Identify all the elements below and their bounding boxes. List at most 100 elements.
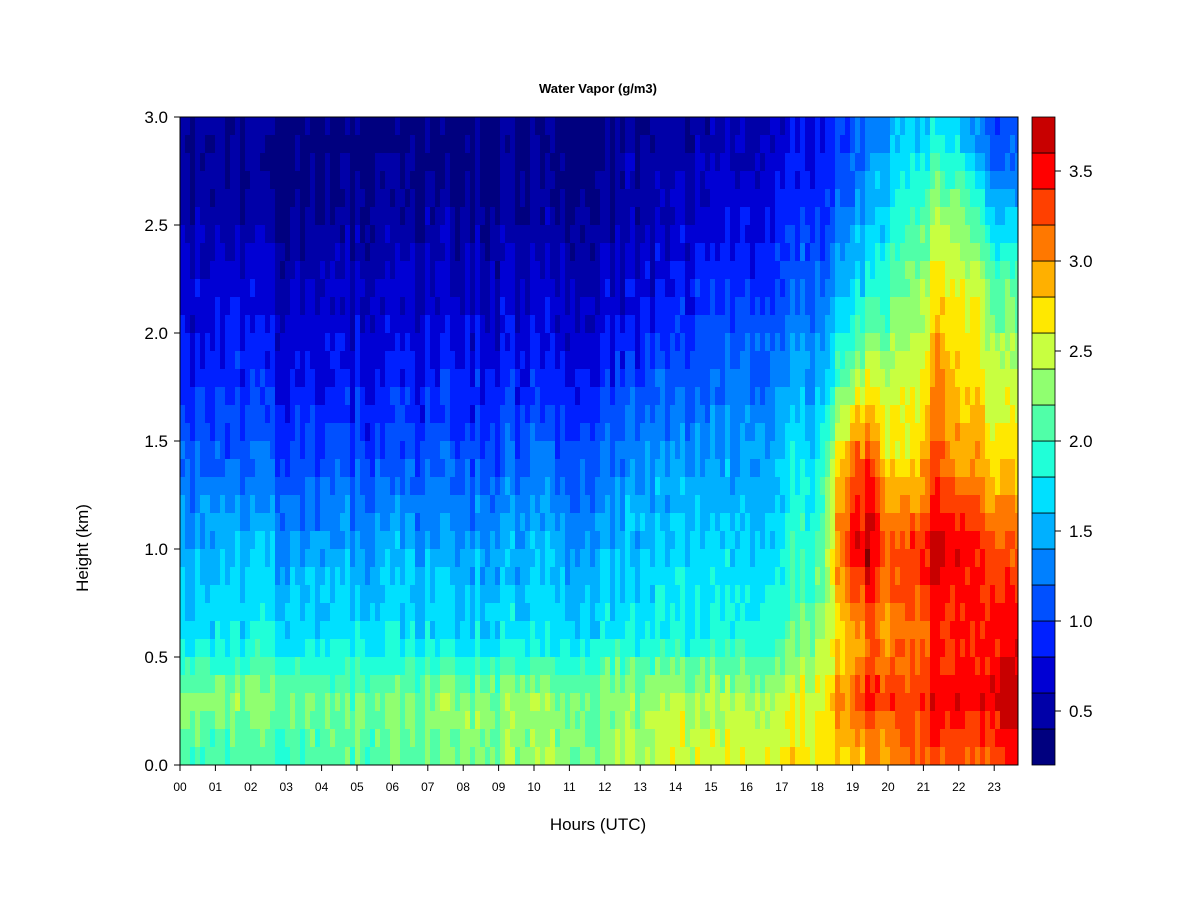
heatmap-cell <box>825 207 831 226</box>
heatmap-cell <box>735 225 741 244</box>
heatmap-cell <box>590 315 596 334</box>
heatmap-cell <box>430 621 436 640</box>
heatmap-cell <box>365 171 371 190</box>
heatmap-cell <box>335 423 341 442</box>
heatmap-cell <box>430 675 436 694</box>
heatmap-cell <box>280 657 286 676</box>
heatmap-cell <box>445 585 451 604</box>
heatmap-cell <box>370 243 376 262</box>
heatmap-cell <box>800 621 806 640</box>
heatmap-cell <box>615 405 621 424</box>
heatmap-cell <box>395 711 401 730</box>
heatmap-cell <box>465 531 471 550</box>
heatmap-cell <box>860 351 866 370</box>
heatmap-cell <box>310 225 316 244</box>
heatmap-cell <box>180 495 186 514</box>
heatmap-cell <box>620 117 626 136</box>
heatmap-cell <box>685 171 691 190</box>
heatmap-cell <box>580 747 586 766</box>
heatmap-cell <box>590 531 596 550</box>
heatmap-cell <box>305 315 311 334</box>
heatmap-cell <box>640 153 646 172</box>
heatmap-cell <box>795 585 801 604</box>
heatmap-cell <box>595 405 601 424</box>
heatmap-cell <box>575 189 581 208</box>
heatmap-cell <box>835 279 841 298</box>
heatmap-cell <box>245 423 251 442</box>
heatmap-cell <box>860 729 866 748</box>
heatmap-cell <box>255 405 261 424</box>
heatmap-cell <box>735 387 741 406</box>
heatmap-cell <box>670 675 676 694</box>
heatmap-cell <box>500 693 506 712</box>
heatmap-cell <box>855 189 861 208</box>
heatmap-cell <box>440 513 446 532</box>
heatmap-cell <box>805 369 811 388</box>
heatmap-cell <box>220 243 226 262</box>
heatmap-cell <box>750 261 756 280</box>
heatmap-cell <box>855 549 861 568</box>
heatmap-cell <box>210 639 216 658</box>
heatmap-cell <box>445 225 451 244</box>
heatmap-cell <box>755 243 761 262</box>
heatmap-cell <box>640 189 646 208</box>
heatmap-cell <box>615 117 621 136</box>
heatmap-cell <box>215 567 221 586</box>
heatmap-cell <box>745 333 751 352</box>
heatmap-cell <box>190 729 196 748</box>
heatmap-cell <box>730 747 736 766</box>
heatmap-cell <box>645 459 651 478</box>
heatmap-cell <box>430 585 436 604</box>
heatmap-cell <box>270 693 276 712</box>
heatmap-cell <box>325 261 331 280</box>
heatmap-cell <box>830 333 836 352</box>
heatmap-cell <box>300 531 306 550</box>
heatmap-cell <box>750 459 756 478</box>
heatmap-cell <box>395 351 401 370</box>
heatmap-cell <box>605 351 611 370</box>
heatmap-cell <box>740 711 746 730</box>
heatmap-cell <box>530 747 536 766</box>
heatmap-cell <box>395 693 401 712</box>
heatmap-cell <box>375 297 381 316</box>
heatmap-cell <box>650 549 656 568</box>
heatmap-cell <box>495 711 501 730</box>
heatmap-cell <box>575 243 581 262</box>
heatmap-cell <box>500 387 506 406</box>
heatmap-cell <box>285 675 291 694</box>
heatmap-cell <box>345 549 351 568</box>
heatmap-cell <box>295 135 301 154</box>
heatmap-cell <box>530 513 536 532</box>
heatmap-cell <box>335 369 341 388</box>
heatmap-cell <box>800 711 806 730</box>
heatmap-cell <box>340 603 346 622</box>
heatmap-cell <box>795 531 801 550</box>
heatmap-cell <box>415 243 421 262</box>
heatmap-cell <box>415 351 421 370</box>
heatmap-cell <box>385 675 391 694</box>
heatmap-cell <box>345 297 351 316</box>
heatmap-cell <box>720 693 726 712</box>
heatmap-cell <box>770 459 776 478</box>
heatmap-cell <box>285 369 291 388</box>
heatmap-cell <box>635 657 641 676</box>
heatmap-cell <box>285 117 291 136</box>
heatmap-cell <box>705 585 711 604</box>
heatmap-cell <box>780 747 786 766</box>
heatmap-cell <box>625 405 631 424</box>
heatmap-cell <box>550 279 556 298</box>
heatmap-cell <box>505 297 511 316</box>
heatmap-cell <box>825 693 831 712</box>
heatmap-cell <box>715 225 721 244</box>
heatmap-cell <box>225 513 231 532</box>
heatmap-cell <box>610 549 616 568</box>
heatmap-cell <box>695 171 701 190</box>
heatmap-cell <box>575 639 581 658</box>
heatmap-cell <box>595 585 601 604</box>
heatmap-cell <box>540 225 546 244</box>
heatmap-cell <box>750 585 756 604</box>
heatmap-cell <box>830 243 836 262</box>
heatmap-cell <box>675 189 681 208</box>
heatmap-cell <box>705 135 711 154</box>
heatmap-cell <box>750 531 756 550</box>
